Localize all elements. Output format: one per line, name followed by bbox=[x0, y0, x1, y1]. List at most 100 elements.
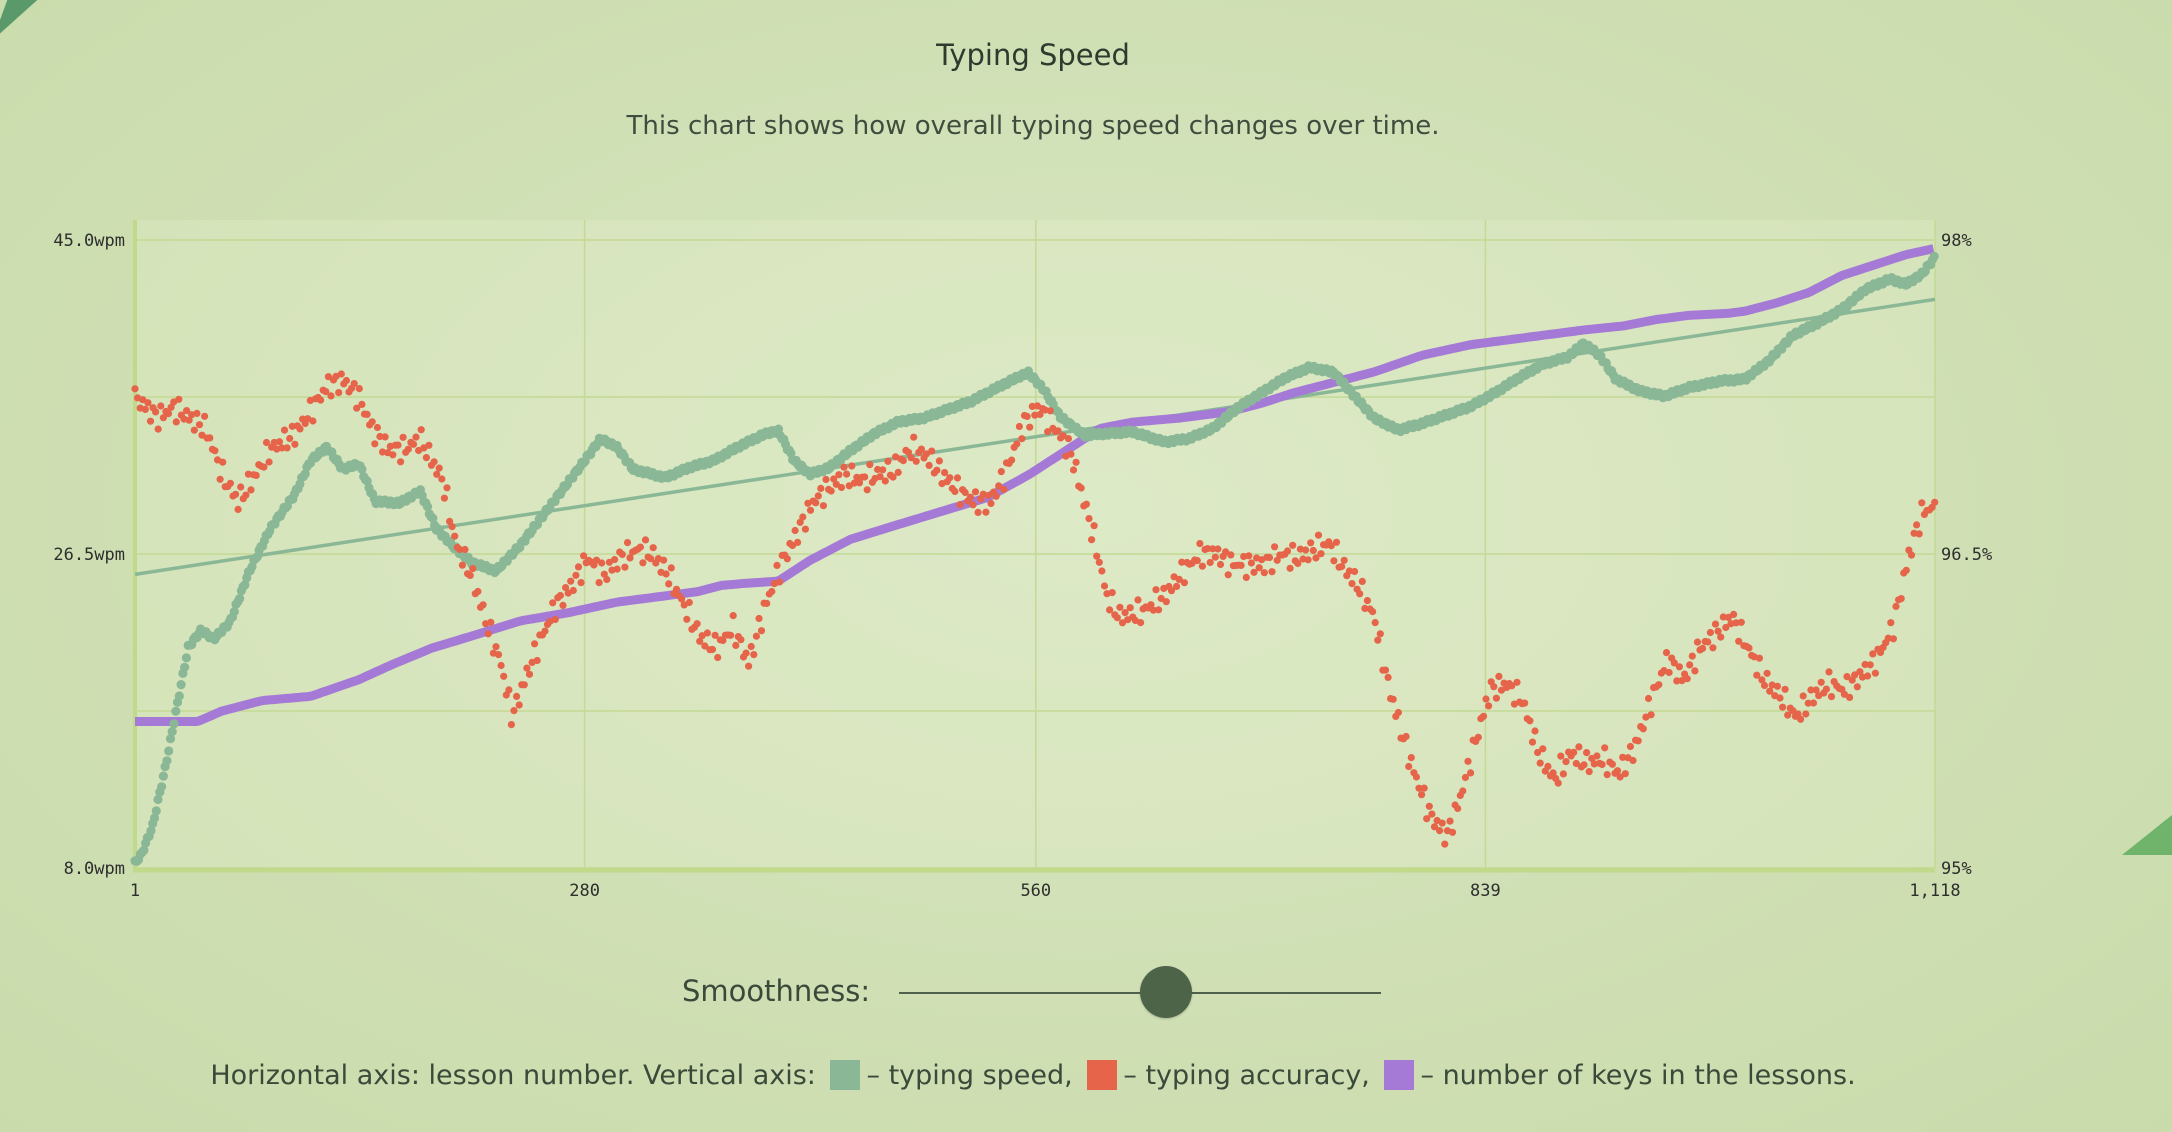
accuracy-point bbox=[621, 563, 629, 571]
accuracy-point bbox=[1211, 553, 1219, 561]
accuracy-point bbox=[1077, 484, 1085, 492]
accuracy-point bbox=[201, 412, 209, 420]
accuracy-point bbox=[933, 466, 941, 474]
accuracy-point bbox=[507, 721, 515, 729]
accuracy-point bbox=[696, 637, 704, 645]
accuracy-point bbox=[1812, 686, 1820, 694]
accuracy-point bbox=[324, 373, 332, 381]
accuracy-point bbox=[613, 565, 621, 573]
accuracy-point bbox=[1237, 561, 1245, 569]
accuracy-point bbox=[667, 564, 675, 572]
accuracy-point bbox=[1196, 540, 1204, 548]
accuracy-point bbox=[1918, 499, 1926, 507]
accuracy-point bbox=[1534, 748, 1542, 757]
accuracy-point bbox=[928, 447, 936, 455]
accuracy-point bbox=[1116, 603, 1124, 611]
speed-point bbox=[180, 662, 190, 672]
legend-speed-label: – typing speed, bbox=[866, 1060, 1073, 1091]
accuracy-point bbox=[569, 586, 577, 595]
accuracy-point bbox=[1724, 613, 1732, 621]
accuracy-point bbox=[1088, 536, 1096, 544]
accuracy-point bbox=[322, 388, 330, 396]
accuracy-point bbox=[234, 505, 242, 513]
accuracy-point bbox=[1423, 815, 1431, 823]
accuracy-point bbox=[1224, 571, 1232, 579]
accuracy-point bbox=[1294, 559, 1302, 568]
accuracy-point bbox=[494, 651, 503, 659]
accuracy-point bbox=[193, 409, 201, 417]
accuracy-point bbox=[1175, 575, 1183, 583]
accuracy-point bbox=[1846, 693, 1854, 702]
x-tick-label: 839 bbox=[1470, 881, 1501, 900]
accuracy-point bbox=[814, 492, 822, 500]
accuracy-point bbox=[1178, 558, 1186, 566]
accuracy-point bbox=[556, 591, 565, 600]
accuracy-point bbox=[1304, 556, 1312, 564]
accuracy-point bbox=[1026, 423, 1034, 431]
x-tick-label: 560 bbox=[1020, 881, 1051, 900]
accuracy-point bbox=[812, 499, 820, 507]
accuracy-point bbox=[152, 408, 160, 416]
y-left-tick-label: 8.0wpm bbox=[64, 859, 125, 879]
accuracy-point bbox=[1639, 725, 1647, 733]
accuracy-point bbox=[971, 488, 980, 496]
accuracy-point bbox=[1371, 619, 1379, 627]
accuracy-point bbox=[1015, 422, 1024, 431]
accuracy-point bbox=[1601, 744, 1609, 752]
accuracy-point bbox=[505, 686, 513, 694]
y-right-tick-label: 96.5% bbox=[1941, 545, 1992, 565]
accuracy-point bbox=[1271, 543, 1279, 551]
accuracy-point bbox=[533, 656, 541, 665]
accuracy-point bbox=[1317, 550, 1325, 558]
accuracy-point bbox=[1268, 568, 1276, 576]
accuracy-point bbox=[1095, 558, 1103, 566]
accuracy-point bbox=[1479, 712, 1488, 720]
accuracy-point bbox=[1662, 649, 1671, 657]
accuracy-point bbox=[1760, 681, 1769, 690]
accuracy-point bbox=[951, 487, 959, 496]
accuracy-point bbox=[1407, 754, 1415, 762]
smoothness-slider-thumb[interactable] bbox=[1140, 966, 1192, 1018]
accuracy-point bbox=[1931, 498, 1939, 506]
accuracy-point bbox=[417, 426, 425, 434]
accuracy-point bbox=[456, 545, 464, 554]
accuracy-point bbox=[662, 570, 670, 578]
accuracy-point bbox=[247, 486, 255, 494]
accuracy-point bbox=[1008, 456, 1016, 464]
accuracy-point bbox=[961, 488, 969, 497]
accuracy-point bbox=[296, 425, 304, 433]
chart-ticks: 1 280 560 839 1,118 45.0wpm 26.5wpm 8.0wpm 98% 96… bbox=[53, 231, 1992, 900]
accuracy-point bbox=[1629, 756, 1637, 765]
speed-point bbox=[146, 826, 156, 836]
legend-swatch-accuracy bbox=[1087, 1060, 1118, 1090]
speed-point bbox=[153, 794, 163, 805]
accuracy-point bbox=[763, 599, 771, 607]
accuracy-point bbox=[894, 468, 902, 476]
accuracy-point bbox=[987, 499, 995, 508]
accuracy-point bbox=[1085, 515, 1093, 523]
accuracy-point bbox=[685, 598, 693, 607]
accuracy-point bbox=[451, 532, 459, 540]
accuracy-point bbox=[562, 584, 570, 592]
accuracy-point bbox=[660, 556, 668, 564]
accuracy-point bbox=[1603, 771, 1611, 779]
accuracy-point bbox=[1704, 638, 1712, 646]
accuracy-point bbox=[458, 561, 466, 569]
accuracy-point bbox=[146, 417, 155, 425]
accuracy-point bbox=[430, 458, 438, 466]
accuracy-point bbox=[1861, 660, 1869, 669]
accuracy-point bbox=[595, 579, 603, 587]
chart-subtitle: This chart shows how overall typing spee… bbox=[626, 111, 1440, 141]
accuracy-point bbox=[1093, 552, 1101, 560]
accuracy-point bbox=[404, 445, 412, 453]
accuracy-point bbox=[1619, 753, 1627, 761]
accuracy-point bbox=[997, 468, 1005, 476]
accuracy-point bbox=[525, 670, 534, 678]
chart-series bbox=[130, 244, 1939, 867]
accuracy-point bbox=[1557, 752, 1565, 760]
accuracy-point bbox=[827, 487, 835, 495]
accuracy-point bbox=[1655, 681, 1663, 689]
accuracy-point bbox=[817, 484, 825, 492]
accuracy-point bbox=[1155, 606, 1163, 614]
accuracy-point bbox=[757, 627, 766, 635]
